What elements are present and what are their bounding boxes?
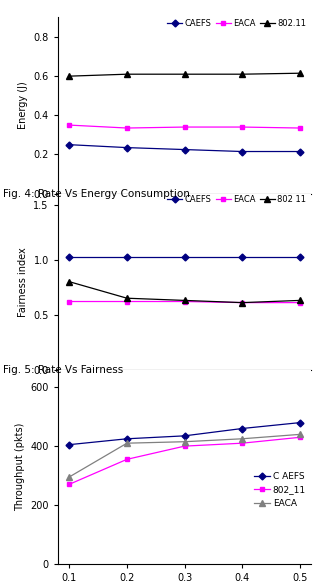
Line: 802_11: 802_11 <box>67 435 302 487</box>
EACA <box>240 435 244 442</box>
Legend: C AEFS, 802_11, EACA: C AEFS, 802_11, EACA <box>253 471 307 509</box>
EACA <box>298 299 302 306</box>
802.11 <box>298 70 302 77</box>
EACA <box>125 124 129 131</box>
C AEFS <box>298 419 302 426</box>
Y-axis label: Throughput (pkts): Throughput (pkts) <box>15 422 25 511</box>
X-axis label: Load: Load <box>173 218 196 228</box>
CAEFS <box>298 148 302 155</box>
CAEFS <box>183 146 187 153</box>
802_11 <box>67 481 71 488</box>
CAEFS <box>240 148 244 155</box>
802 11 <box>298 297 302 304</box>
802_11 <box>298 434 302 441</box>
Y-axis label: Fairness index: Fairness index <box>18 247 28 317</box>
EACA <box>298 431 302 438</box>
CAEFS <box>67 254 71 261</box>
Legend: CAEFS, EACA, 802 11: CAEFS, EACA, 802 11 <box>166 194 307 205</box>
Text: Fig. 5: Rate Vs Fairness: Fig. 5: Rate Vs Fairness <box>3 365 124 375</box>
Line: C AEFS: C AEFS <box>67 420 302 447</box>
802 11 <box>67 278 71 285</box>
C AEFS <box>67 441 71 448</box>
EACA <box>240 124 244 131</box>
CAEFS <box>67 141 71 148</box>
EACA <box>67 298 71 305</box>
Line: EACA: EACA <box>67 123 302 131</box>
802.11 <box>183 71 187 78</box>
Line: CAEFS: CAEFS <box>67 142 302 154</box>
802 11 <box>183 297 187 304</box>
802.11 <box>67 73 71 80</box>
CAEFS <box>125 254 129 261</box>
Line: CAEFS: CAEFS <box>67 255 302 260</box>
Text: Fig. 4: Rate Vs Energy Consumption: Fig. 4: Rate Vs Energy Consumption <box>3 189 190 199</box>
802.11 <box>125 71 129 78</box>
EACA <box>125 298 129 305</box>
Line: 802 11: 802 11 <box>66 278 303 306</box>
Line: EACA: EACA <box>66 431 303 480</box>
802_11 <box>125 456 129 463</box>
Line: EACA: EACA <box>67 299 302 305</box>
C AEFS <box>240 425 244 432</box>
EACA <box>67 121 71 128</box>
EACA <box>183 438 187 445</box>
EACA <box>298 124 302 131</box>
802 11 <box>125 295 129 302</box>
EACA <box>183 298 187 305</box>
CAEFS <box>298 254 302 261</box>
CAEFS <box>240 254 244 261</box>
EACA <box>125 440 129 447</box>
CAEFS <box>183 254 187 261</box>
X-axis label: Load: Load <box>173 394 196 404</box>
802_11 <box>183 443 187 450</box>
EACA <box>240 299 244 306</box>
Legend: CAEFS, EACA, 802.11: CAEFS, EACA, 802.11 <box>166 18 307 28</box>
802 11 <box>240 299 244 306</box>
CAEFS <box>125 144 129 151</box>
Line: 802.11: 802.11 <box>66 70 303 79</box>
C AEFS <box>125 435 129 442</box>
802.11 <box>240 71 244 78</box>
Y-axis label: Energy (J): Energy (J) <box>18 82 28 130</box>
EACA <box>67 474 71 480</box>
C AEFS <box>183 432 187 439</box>
802_11 <box>240 440 244 447</box>
EACA <box>183 124 187 131</box>
